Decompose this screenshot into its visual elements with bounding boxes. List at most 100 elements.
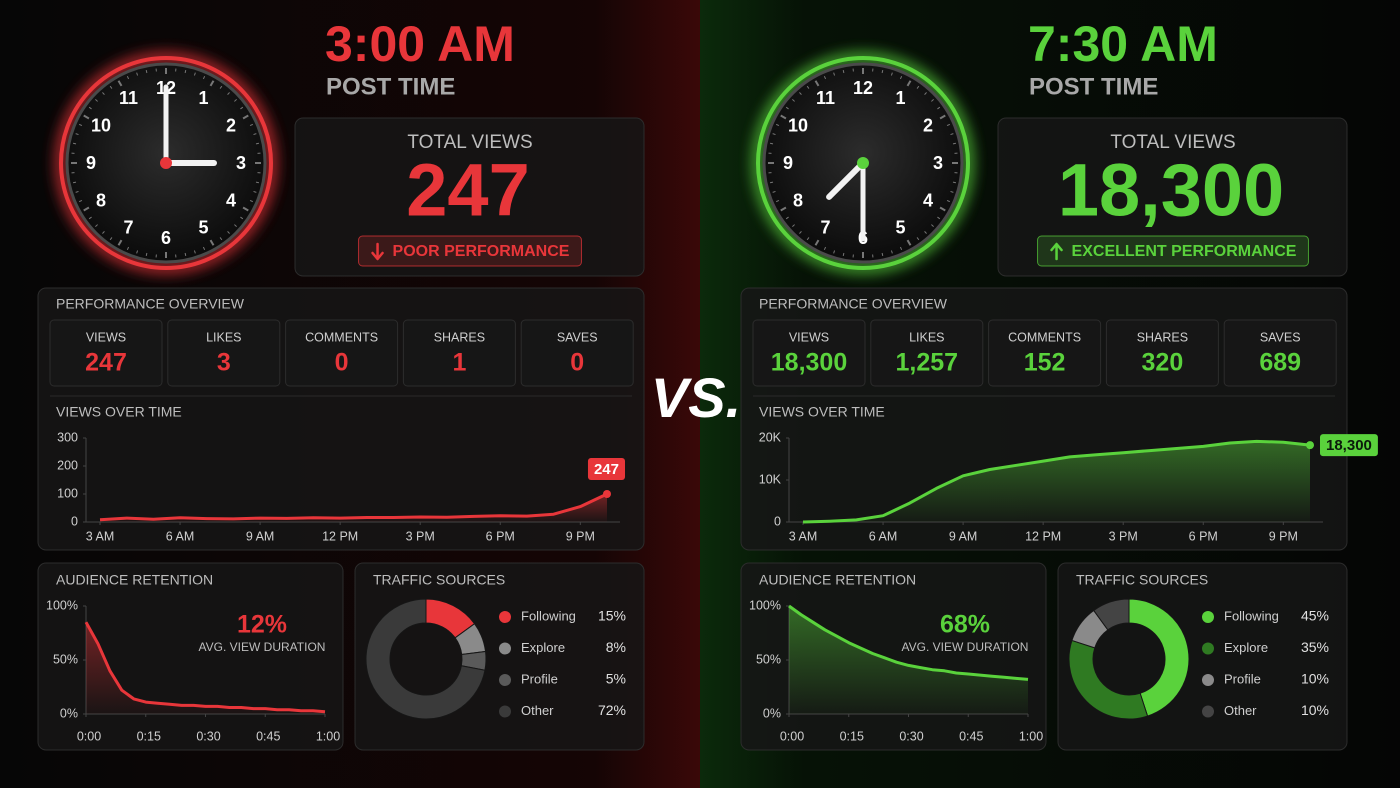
clock-numeral: 7	[123, 218, 133, 238]
x-tick-label: 3 PM	[1109, 529, 1138, 543]
views-line	[99, 492, 608, 522]
clock-tick	[881, 69, 884, 74]
clock-tick	[72, 142, 77, 145]
clock-tick	[88, 216, 92, 220]
x-tick-label: 0:00	[780, 729, 804, 743]
clock-numeral: 8	[96, 190, 106, 210]
legend-dot	[499, 674, 511, 686]
clock-tick	[823, 76, 827, 80]
y-tick-label: 50%	[756, 652, 781, 666]
clock-tick	[785, 216, 789, 220]
clock-tick	[95, 99, 98, 102]
y-tick-label: 0%	[60, 706, 78, 720]
clock-tick	[799, 231, 802, 234]
metric-label: SHARES	[1137, 330, 1188, 344]
legend-dot	[499, 611, 511, 623]
badge-arrow	[1050, 242, 1063, 261]
legend-label: Explore	[1224, 640, 1268, 655]
donut-slice	[1128, 598, 1190, 717]
badge-arrow	[371, 242, 384, 261]
clock-tick	[136, 72, 139, 76]
total-views-title: TOTAL VIEWS	[1110, 132, 1235, 153]
legend-label: Profile	[1224, 671, 1261, 686]
metric-box	[285, 319, 399, 387]
clock-tick	[842, 69, 845, 74]
clock-tick	[109, 237, 113, 241]
chart-title: VIEWS OVER TIME	[56, 404, 182, 420]
metric-label: LIKES	[206, 330, 241, 344]
clock-tick	[145, 69, 148, 74]
clock-tick	[792, 224, 795, 227]
clock-tick	[769, 181, 774, 184]
retention-line	[788, 604, 1029, 681]
end-label-box	[587, 458, 625, 480]
clock-tick	[240, 106, 244, 110]
clock-tick	[823, 246, 827, 250]
metric-label: SHARES	[434, 330, 485, 344]
metric-value: 0	[570, 349, 584, 377]
donut-slice	[1093, 598, 1130, 631]
legend-value: 72%	[598, 702, 626, 718]
x-tick-label: 0:30	[899, 729, 923, 743]
metric-box	[49, 319, 163, 387]
clock-tick	[202, 76, 206, 80]
legend-dot	[1202, 705, 1214, 718]
metric-label: SAVES	[1260, 330, 1301, 344]
end-label: 247	[594, 461, 619, 478]
x-tick-label: 6 AM	[166, 529, 195, 543]
y-tick-label: 100	[57, 486, 78, 500]
metric-box	[167, 319, 281, 387]
clock-tick	[890, 250, 893, 254]
post-time: 7:30 AM	[1028, 16, 1218, 72]
clock-numeral: 4	[226, 190, 236, 210]
metric-value: 3	[217, 349, 231, 377]
clock-tick	[814, 239, 820, 246]
clock-tick	[126, 246, 130, 250]
vs-label: VS.	[651, 366, 741, 429]
clock-tick	[931, 224, 934, 227]
clock-numeral: 10	[788, 115, 808, 135]
end-label-box	[1320, 434, 1378, 457]
legend-label: Other	[521, 703, 554, 718]
legend-dot	[1202, 611, 1214, 623]
clock-tick	[255, 181, 260, 184]
clock-tick	[937, 106, 941, 110]
x-tick-label: 9 AM	[949, 529, 978, 543]
metric-label: COMMENTS	[1008, 330, 1081, 344]
legend-value: 45%	[1301, 608, 1329, 624]
clock-tick	[776, 123, 780, 127]
legend-value: 15%	[598, 608, 626, 624]
y-tick-label: 100%	[46, 598, 78, 612]
clock-tick	[126, 76, 130, 80]
clock-tick	[833, 72, 836, 76]
end-label: 18,300	[1326, 437, 1372, 454]
clock-tick	[792, 99, 795, 102]
x-tick-label: 12 PM	[1025, 529, 1061, 543]
clock-tick	[145, 252, 148, 257]
clock-tick	[227, 92, 230, 95]
clock-tick	[950, 133, 954, 136]
legend-value: 5%	[606, 671, 626, 687]
clock-tick	[240, 216, 244, 220]
x-tick-label: 3 AM	[86, 529, 115, 543]
performance-badge	[358, 235, 582, 267]
metric-box	[988, 319, 1102, 387]
y-tick-label: 0	[71, 514, 78, 528]
clock-tick	[253, 190, 257, 193]
clock-tick	[193, 250, 196, 254]
clock-tick	[939, 114, 946, 120]
traffic-card	[1057, 562, 1348, 751]
views-area	[803, 441, 1310, 522]
retention-card	[740, 562, 1047, 751]
x-tick-label: 1:00	[316, 729, 340, 743]
legend-label: Profile	[521, 671, 558, 686]
chart-title: AUDIENCE RETENTION	[759, 572, 916, 588]
clock-numeral: 2	[923, 115, 933, 135]
clock-tick	[899, 76, 903, 80]
clock-tick	[249, 123, 253, 127]
end-point	[1306, 441, 1314, 450]
clock-numeral: 6	[161, 228, 171, 248]
clock-tick	[946, 199, 950, 203]
clock-tick	[952, 142, 957, 145]
